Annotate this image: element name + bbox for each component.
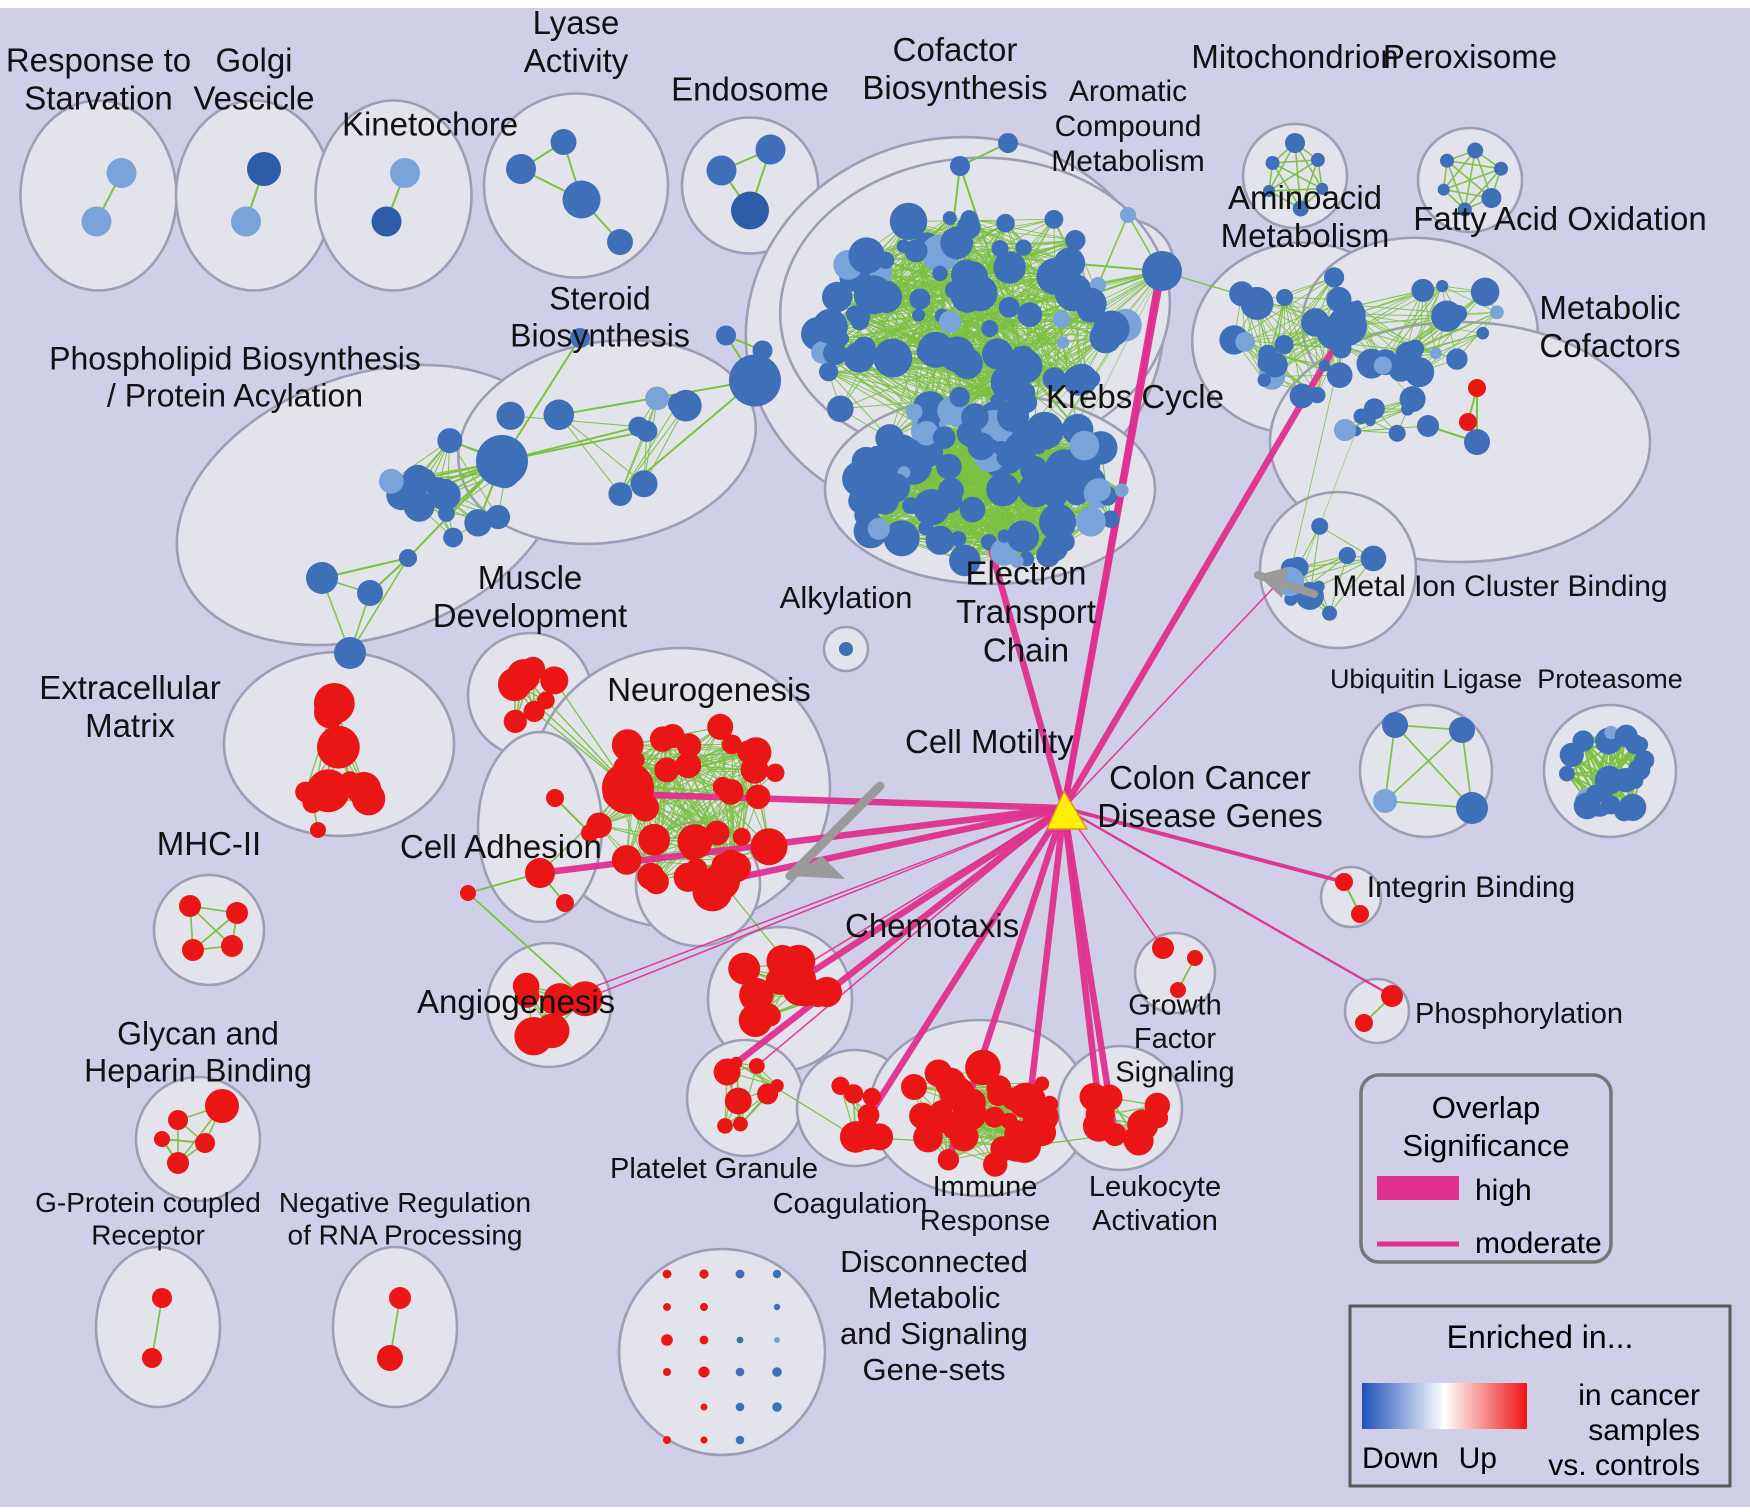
svg-text:Down: Down — [1362, 1442, 1439, 1475]
svg-text:Significance: Significance — [1402, 1128, 1569, 1163]
svg-text:Ubiquitin Ligase: Ubiquitin Ligase — [1330, 664, 1522, 694]
svg-text:vs. controls: vs. controls — [1548, 1449, 1700, 1482]
svg-text:MHC-II: MHC-II — [157, 825, 261, 862]
svg-text:Metal Ion Cluster Binding: Metal Ion Cluster Binding — [1332, 570, 1667, 603]
svg-text:Overlap: Overlap — [1432, 1090, 1541, 1125]
svg-text:Angiogenesis: Angiogenesis — [417, 983, 615, 1020]
svg-text:high: high — [1475, 1174, 1532, 1207]
svg-text:Neurogenesis: Neurogenesis — [607, 671, 811, 708]
svg-text:Coagulation: Coagulation — [773, 1188, 928, 1220]
svg-text:Endosome: Endosome — [671, 71, 829, 108]
svg-text:Platelet Granule: Platelet Granule — [610, 1153, 818, 1185]
svg-text:Enriched in...: Enriched in... — [1447, 1319, 1634, 1355]
svg-text:Chemotaxis: Chemotaxis — [845, 907, 1019, 944]
svg-text:Peroxisome: Peroxisome — [1383, 38, 1557, 75]
svg-text:moderate: moderate — [1475, 1227, 1602, 1260]
svg-text:Fatty Acid Oxidation: Fatty Acid Oxidation — [1413, 200, 1706, 237]
svg-text:Cell Motility: Cell Motility — [905, 723, 1074, 760]
svg-text:in cancer: in cancer — [1578, 1379, 1700, 1412]
svg-text:Krebs Cycle: Krebs Cycle — [1046, 378, 1224, 415]
svg-text:Proteasome: Proteasome — [1537, 664, 1683, 694]
svg-text:Cell Adhesion: Cell Adhesion — [400, 828, 602, 865]
svg-text:samples: samples — [1588, 1414, 1700, 1447]
svg-text:Kinetochore: Kinetochore — [342, 106, 518, 143]
svg-text:Alkylation: Alkylation — [780, 580, 913, 615]
svg-text:Up: Up — [1459, 1442, 1497, 1475]
svg-text:Integrin Binding: Integrin Binding — [1367, 871, 1575, 904]
svg-text:Phosphorylation: Phosphorylation — [1415, 998, 1623, 1030]
svg-text:Mitochondrion: Mitochondrion — [1191, 38, 1398, 75]
